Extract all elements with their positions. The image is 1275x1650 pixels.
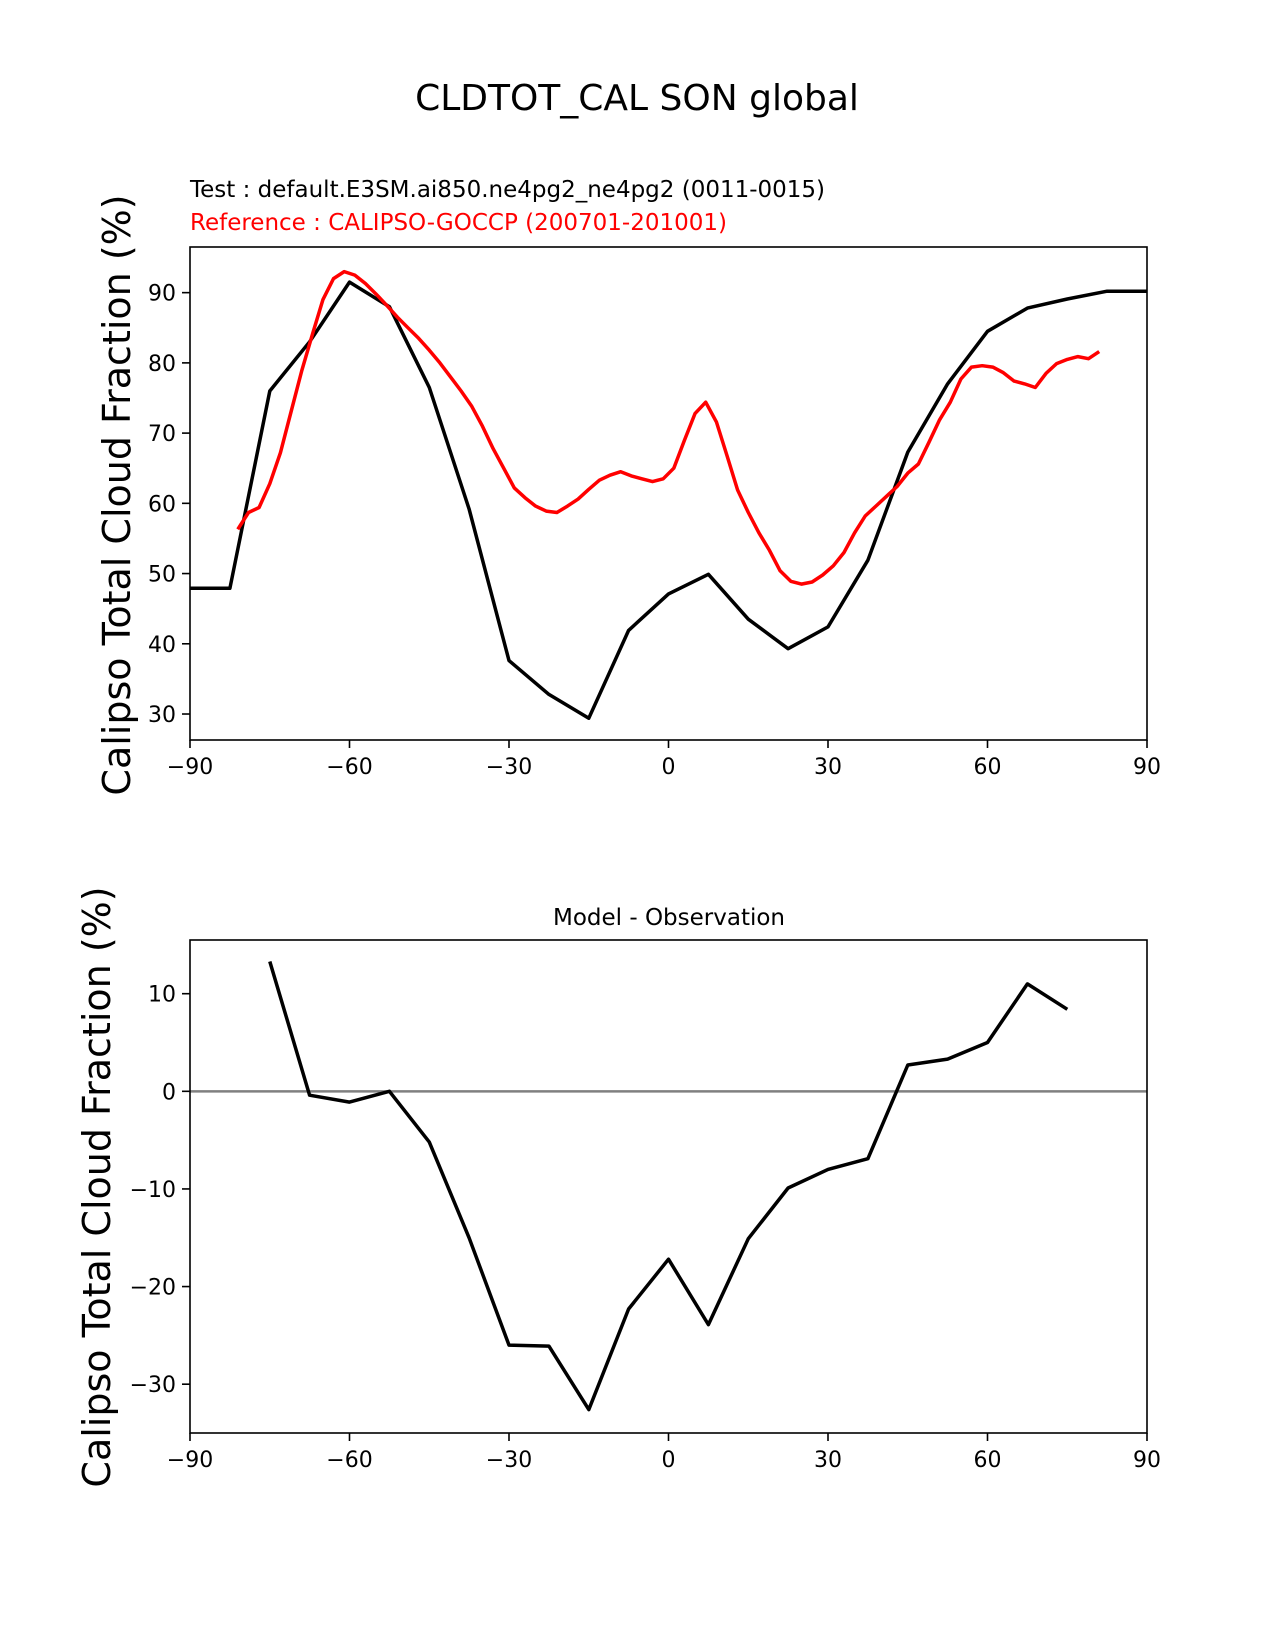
top-x-tick-label: 0	[662, 755, 676, 780]
top-x-tick-label: 30	[814, 755, 842, 780]
bottom-y-tick-label: −20	[130, 1276, 176, 1301]
bottom-series-line-0	[268, 961, 1069, 1412]
bottom-y-tick-label: 0	[162, 1080, 176, 1105]
top-y-tick-label: 80	[148, 352, 176, 377]
bottom-x-tick-label: −30	[486, 1448, 532, 1473]
top-y-tick-label: 40	[148, 633, 176, 658]
figure-title: CLDTOT_CAL SON global	[415, 78, 859, 119]
top-y-tick-label: 90	[148, 282, 176, 307]
top-plot-area: −90 −60 −30 0 30 60 90 30 40 50 60 70 80 90	[148, 246, 1161, 780]
top-y-tick-label: 30	[148, 703, 176, 728]
top-x-tick-label: 60	[974, 755, 1002, 780]
top-y-tick-label: 60	[148, 492, 176, 517]
bottom-x-tick-label: 90	[1133, 1448, 1161, 1473]
top-x-tick-label: −90	[167, 755, 213, 780]
bottom-y-tick-label: −10	[130, 1178, 176, 1203]
test-label: Test : default.E3SM.ai850.ne4pg2_ne4pg2 …	[189, 177, 825, 203]
top-x-tick-label: −30	[486, 755, 532, 780]
top-y-tick-label: 50	[148, 563, 176, 588]
top-x-tick-label: −60	[326, 755, 372, 780]
bottom-y-tick-label: −30	[130, 1373, 176, 1398]
top-x-tick-label: 90	[1133, 755, 1161, 780]
bottom-y-tick-label: 10	[148, 983, 176, 1008]
bottom-x-tick-label: 30	[814, 1448, 842, 1473]
top-y-tick-label: 70	[148, 422, 176, 447]
bottom-plot-area: −90 −60 −30 0 30 60 90 −30 −20 −10 0 10	[130, 939, 1161, 1473]
bottom-x-tick-label: −60	[326, 1448, 372, 1473]
bottom-plot-title: Model - Observation	[553, 905, 785, 931]
top-series-line-1	[236, 269, 1101, 586]
bottom-x-tick-label: −90	[167, 1448, 213, 1473]
top-series-line-0	[190, 280, 1147, 720]
bottom-x-tick-label: 0	[662, 1448, 676, 1473]
bottom-x-tick-label: 60	[974, 1448, 1002, 1473]
bottom-panel: Model - Observation Calipso Total Cloud …	[75, 886, 1161, 1487]
reference-label: Reference : CALIPSO-GOCCP (200701-201001…	[190, 210, 727, 236]
top-y-axis-label: Calipso Total Cloud Fraction (%)	[95, 194, 139, 795]
top-panel: Test : default.E3SM.ai850.ne4pg2_ne4pg2 …	[95, 177, 1161, 796]
bottom-y-axis-label: Calipso Total Cloud Fraction (%)	[75, 886, 119, 1487]
